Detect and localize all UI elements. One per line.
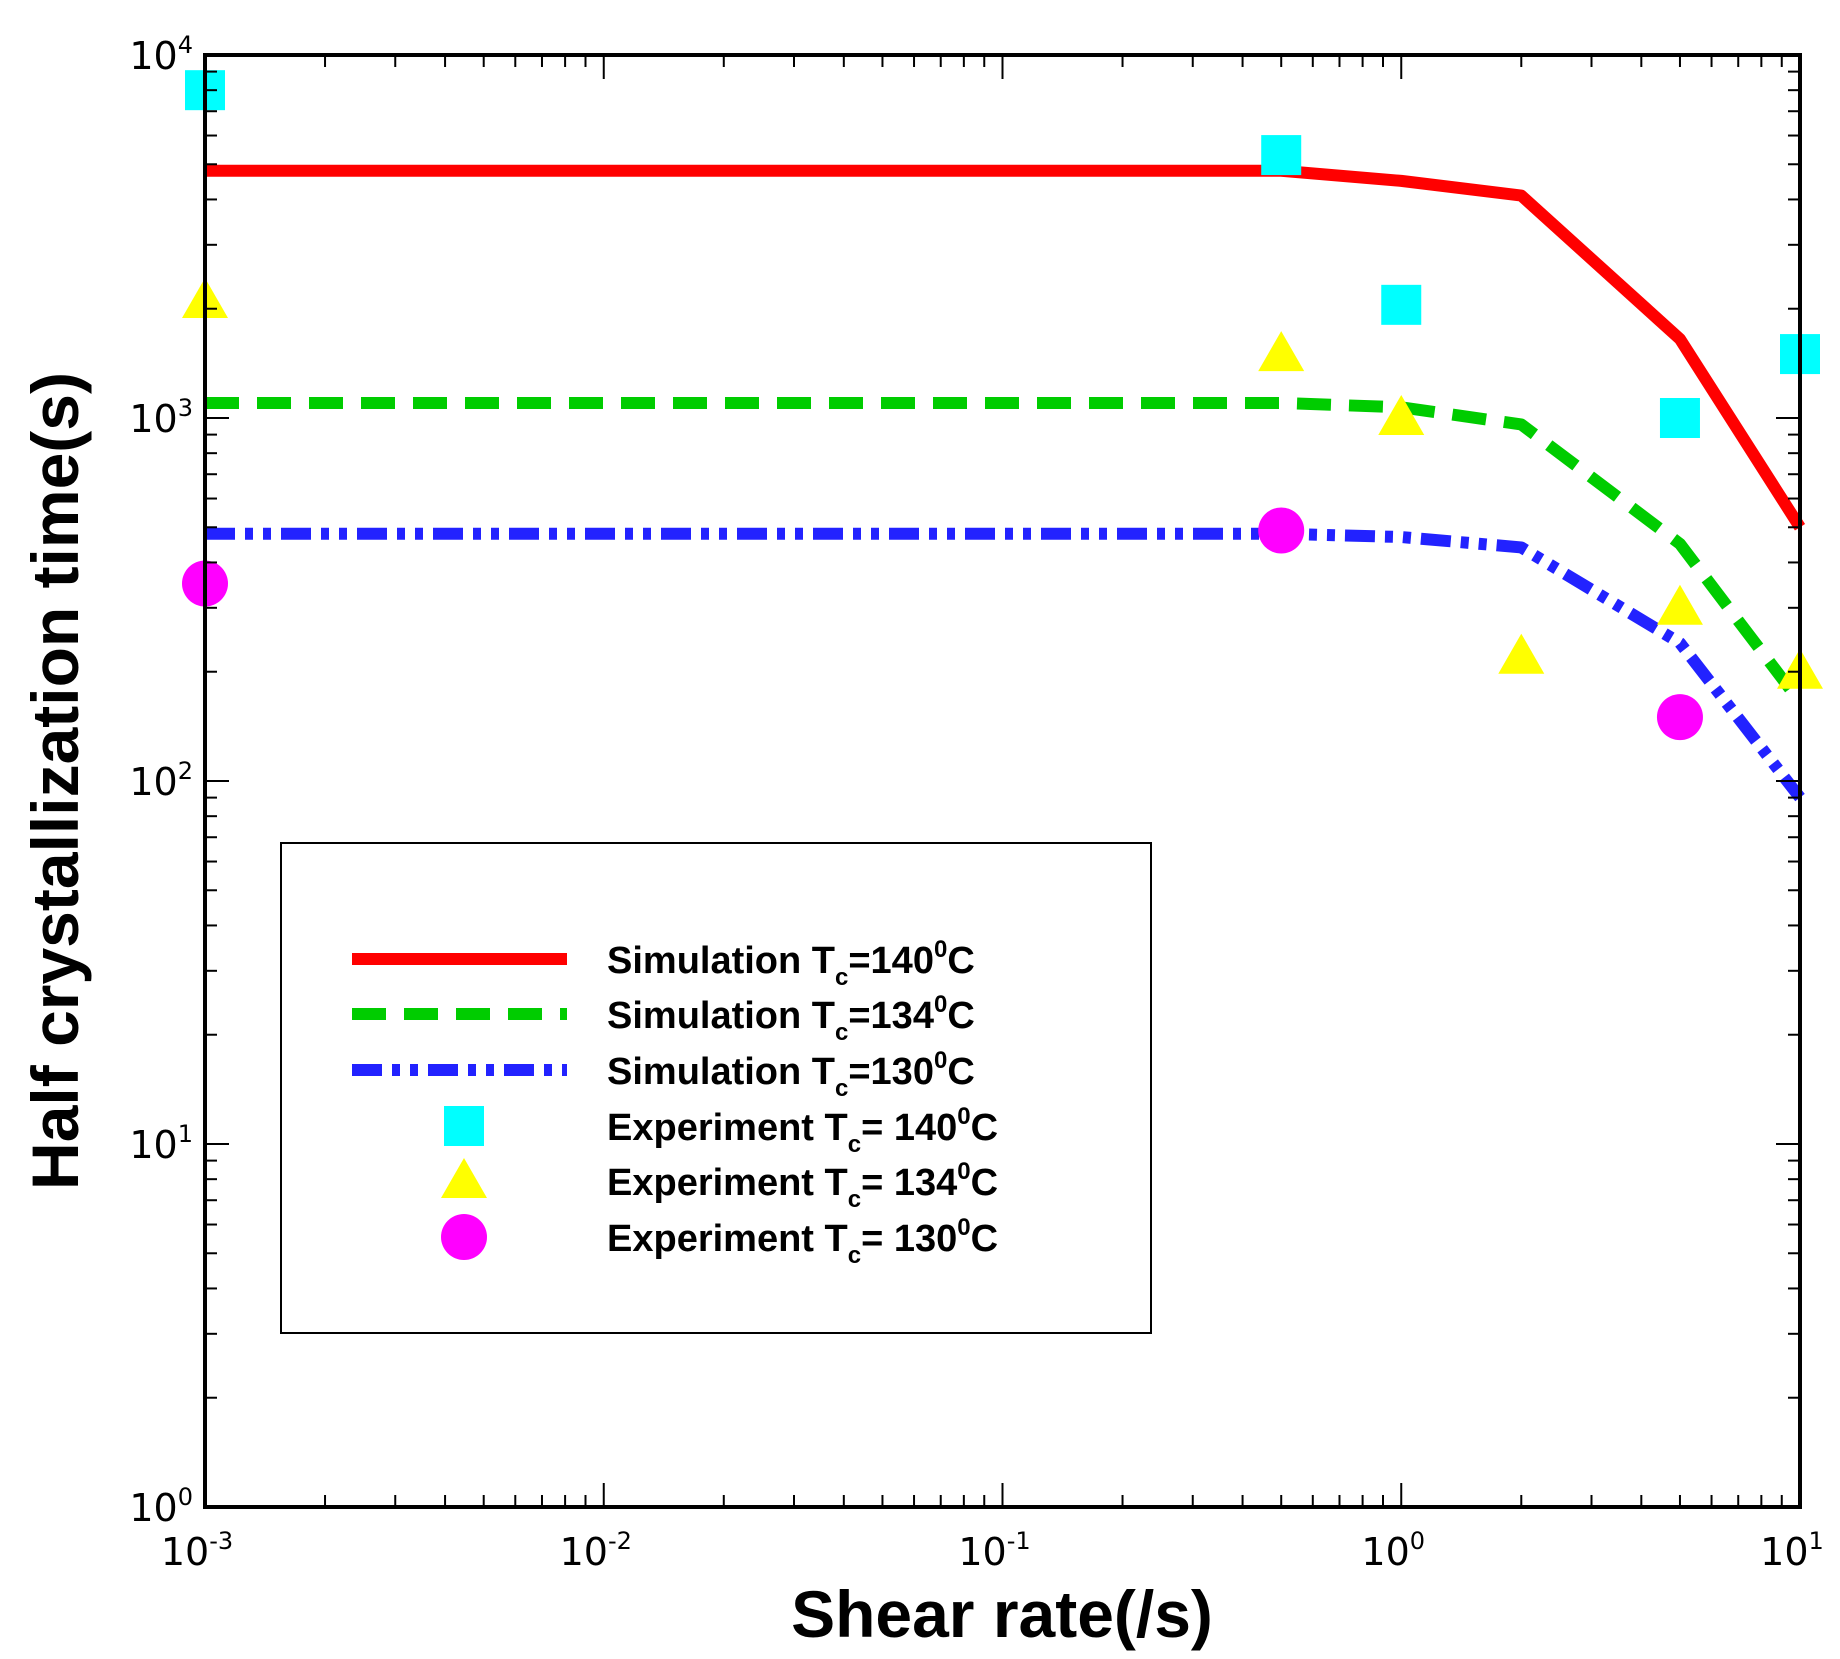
x-tick-label: 100 [1361, 1527, 1425, 1574]
y-axis-title: Half crystallization time(s) [18, 372, 92, 1190]
data-point-triangle [1498, 633, 1545, 674]
data-layer [182, 70, 1823, 802]
x-axis-title: Shear rate(/s) [791, 1577, 1213, 1651]
data-point-triangle [1258, 331, 1305, 372]
data-point-circle [1656, 694, 1703, 741]
y-tick-label: 100 [129, 1483, 193, 1530]
data-point-square [1659, 398, 1700, 438]
data-point-triangle [1378, 395, 1425, 435]
legend-box [280, 842, 1152, 1334]
data-point-square [1381, 284, 1422, 325]
series-line-2 [205, 527, 1805, 802]
legend-label: Experiment Tc= 1400C [607, 1103, 998, 1158]
legend-marker-circle [441, 1214, 487, 1260]
data-point-circle [1258, 507, 1305, 554]
label-layer: 10-3 10-2 10-1 100 101 100 101 102 103 104 [129, 31, 1823, 1574]
series-line-0 [205, 164, 1806, 531]
y-tick-label: 104 [129, 31, 193, 78]
x-tick-label: 10-3 [161, 1527, 233, 1574]
y-tick-label: 102 [129, 757, 193, 804]
legend-label: Experiment Tc= 1340C [607, 1158, 998, 1213]
legend-label: Experiment Tc= 1300C [607, 1214, 998, 1269]
legend-label: Simulation Tc=1340C [607, 991, 975, 1046]
data-point-triangle [1656, 584, 1703, 625]
y-tick-label: 103 [129, 394, 193, 441]
legend-label: Simulation Tc=1400C [607, 936, 975, 991]
data-point-square [1261, 135, 1302, 176]
series-line-1 [205, 396, 1805, 706]
x-tick-label: 101 [1760, 1527, 1824, 1574]
legend-marker-triangle [441, 1158, 487, 1198]
x-tick-label: 10-2 [560, 1527, 632, 1574]
legend-marker-square [444, 1106, 484, 1146]
x-tick-label: 10-1 [958, 1527, 1030, 1574]
y-tick-label: 101 [129, 1120, 193, 1167]
tick-layer [204, 55, 1800, 1508]
legend-label: Simulation Tc=1300C [607, 1047, 975, 1102]
